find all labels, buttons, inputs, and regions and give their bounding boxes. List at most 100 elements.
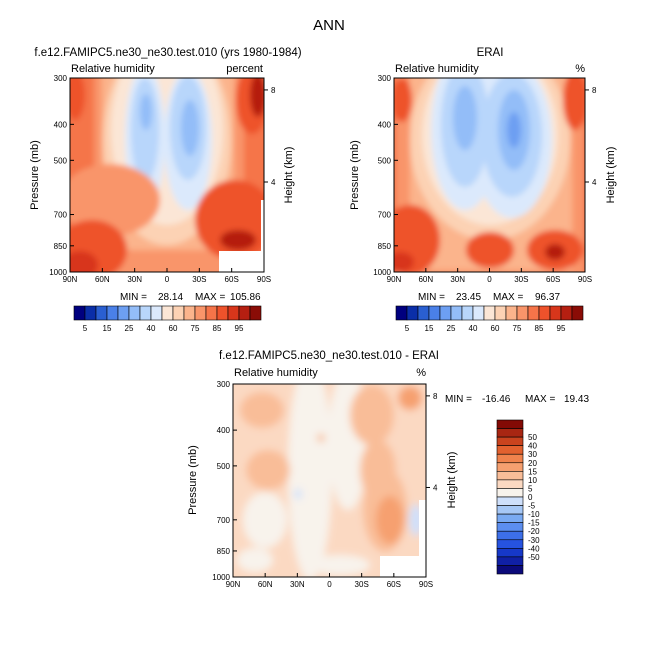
- colorbar-label: 25: [447, 324, 456, 333]
- max-value: 19.43: [564, 394, 589, 405]
- colorbar-swatch: [496, 522, 524, 532]
- x-tick-label: 60S: [225, 275, 239, 284]
- colorbar-label: 5: [83, 324, 88, 333]
- units-label: %: [416, 367, 426, 379]
- colorbar-swatch: [496, 479, 524, 489]
- colorbar-label: 40: [147, 324, 156, 333]
- colorbar-swatch: [496, 453, 524, 464]
- x-tick-label: 60N: [418, 275, 433, 284]
- colorbar-swatch: [227, 305, 240, 321]
- max-value: 105.86: [230, 292, 261, 303]
- colorbar-swatch: [496, 445, 524, 455]
- contour-field: [233, 384, 426, 577]
- colorbar-label: 95: [557, 324, 566, 333]
- x-tick-label: 30N: [290, 580, 305, 589]
- colorbar-swatch: [238, 305, 251, 321]
- colorbar-label: 0: [528, 493, 533, 502]
- max-label: MAX =: [525, 394, 555, 405]
- x-tick-label: 90N: [226, 580, 241, 589]
- y-axis-label-right: Height (km): [605, 147, 617, 204]
- panel-model: f.e12.FAMIPC5.ne30_ne30.test.010 (yrs 19…: [29, 47, 302, 333]
- colorbar-swatch: [406, 305, 419, 321]
- y2-tick-label: 4: [433, 483, 438, 492]
- colorbar-swatch: [538, 305, 551, 321]
- y-tick-label: 400: [54, 120, 68, 129]
- max-value: 96.37: [535, 292, 560, 303]
- colorbar-label: 25: [125, 324, 134, 333]
- y-axis-label: Pressure (mb): [349, 140, 361, 210]
- colorbar-swatch: [106, 305, 119, 321]
- colorbar-label: 85: [213, 324, 222, 333]
- colorbar-label: 10: [528, 476, 537, 485]
- colorbar-swatch: [496, 565, 524, 575]
- colorbar-swatch: [395, 305, 408, 321]
- y2-tick-label: 8: [433, 392, 438, 401]
- x-tick-label: 60N: [95, 275, 110, 284]
- y-tick-label: 300: [378, 74, 392, 83]
- colorbar-swatch: [428, 305, 441, 321]
- colorbar-swatch: [496, 539, 524, 549]
- colorbar-swatch: [161, 305, 174, 321]
- y2-tick-label: 8: [271, 86, 276, 95]
- colorbar-swatch: [496, 496, 524, 506]
- x-tick-label: 30N: [127, 275, 142, 284]
- colorbar-label: -10: [528, 510, 540, 519]
- colorbar-label: 60: [491, 324, 500, 333]
- variable-label: Relative humidity: [234, 367, 318, 379]
- axis-ticks: 90N 60N 30N 0 30S 60S 90S 300 400 500 700 850 1000 8 4: [49, 74, 276, 284]
- x-tick-label: 60N: [258, 580, 273, 589]
- max-label: MAX =: [493, 292, 523, 303]
- colorbar: 5 15 25 40 60 75 85 95: [395, 305, 584, 333]
- colorbar-swatch: [205, 305, 218, 321]
- colorbar-swatch: [496, 513, 524, 523]
- colorbar-swatch: [496, 436, 524, 446]
- colorbar-label: 40: [528, 442, 537, 451]
- colorbar-swatch: [496, 548, 524, 558]
- colorbar-label: -5: [528, 502, 536, 511]
- units-label: %: [575, 63, 585, 75]
- colorbar-swatch: [439, 305, 452, 321]
- y-tick-label: 400: [217, 426, 231, 435]
- colorbar-label: -50: [528, 553, 540, 562]
- colorbar-label: 75: [191, 324, 200, 333]
- min-label: MIN =: [418, 292, 445, 303]
- x-tick-label: 0: [487, 275, 492, 284]
- y-axis-label-right: Height (km): [283, 147, 295, 204]
- y-tick-label: 300: [54, 74, 68, 83]
- colorbar-label: 75: [513, 324, 522, 333]
- colorbar-label: 85: [535, 324, 544, 333]
- min-label: MIN =: [445, 394, 472, 405]
- min-value: 28.14: [158, 292, 183, 303]
- colorbar-swatch: [183, 305, 196, 321]
- colorbar-swatch: [417, 305, 430, 321]
- colorbar-swatch: [496, 556, 524, 566]
- y-tick-label: 700: [378, 211, 392, 220]
- y-tick-label: 1000: [49, 268, 67, 277]
- y-tick-label: 700: [217, 516, 231, 525]
- y-tick-label: 1000: [373, 268, 391, 277]
- colorbar-label: 5: [528, 484, 533, 493]
- colorbar-label: 50: [528, 433, 537, 442]
- max-label: MAX =: [195, 292, 225, 303]
- axis-ticks: 90N 60N 30N 0 30S 60S 90S 300 400 500 700 850 1000 8 4: [212, 380, 438, 589]
- x-tick-label: 90S: [578, 275, 592, 284]
- colorbar-label: 15: [528, 467, 537, 476]
- colorbar-swatch: [496, 505, 524, 515]
- panel-difference: f.e12.FAMIPC5.ne30_ne30.test.010 - ERAI …: [187, 350, 589, 589]
- units-label: percent: [226, 63, 263, 75]
- y2-tick-label: 4: [271, 178, 276, 187]
- colorbar-swatch: [450, 305, 463, 321]
- x-tick-label: 30S: [514, 275, 528, 284]
- colorbar-label: 30: [528, 450, 537, 459]
- colorbar: 5 15 25 40 60 75 85 95: [73, 305, 262, 333]
- colorbar-swatch: [505, 305, 518, 321]
- colorbar-swatch: [496, 530, 524, 541]
- colorbar-swatch: [496, 428, 524, 438]
- x-tick-label: 90S: [257, 275, 271, 284]
- colorbar-label: -15: [528, 519, 540, 528]
- main-title: ANN: [313, 17, 345, 34]
- colorbar-label: -40: [528, 544, 540, 553]
- colorbar-swatch: [461, 305, 474, 321]
